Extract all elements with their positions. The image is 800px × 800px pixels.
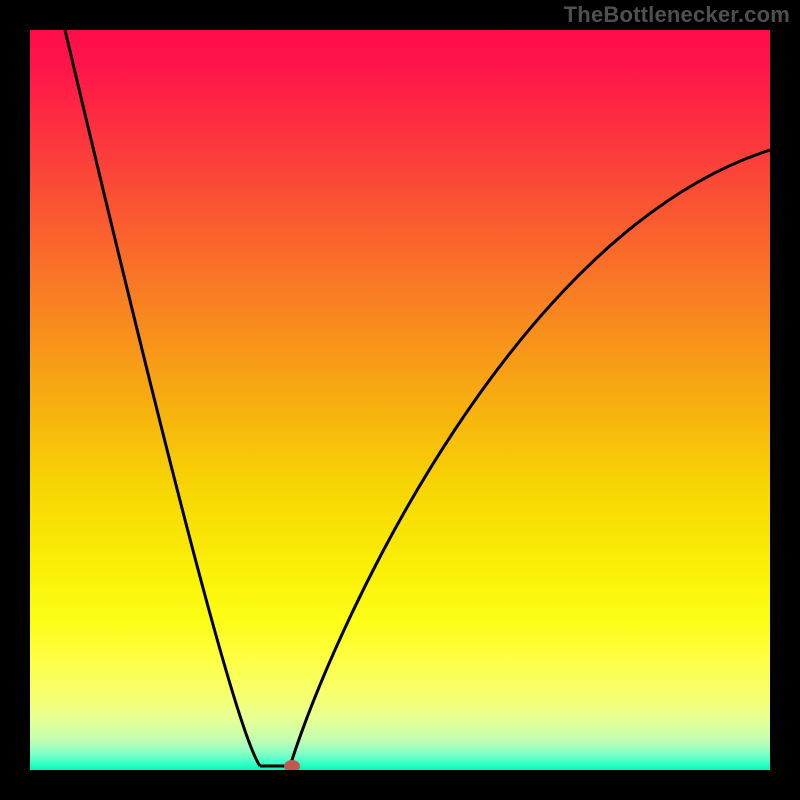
gradient-background — [30, 30, 770, 770]
chart-frame: TheBottlenecker.com — [0, 0, 800, 800]
plot-area — [30, 30, 770, 770]
chart-svg — [30, 30, 770, 770]
attribution-text: TheBottlenecker.com — [564, 2, 790, 28]
